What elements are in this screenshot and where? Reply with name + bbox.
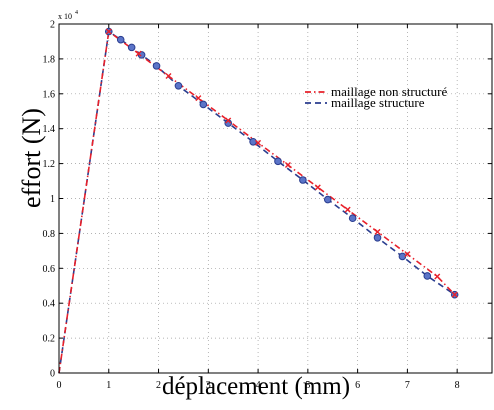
y-tick-label: 1.8 — [43, 54, 56, 65]
grid — [59, 23, 492, 373]
data-point-structure — [127, 43, 136, 52]
data-point-structure — [249, 137, 257, 146]
x-axis: 0 1 2 3 4 5 6 7 8 — [57, 24, 460, 391]
data-point-structure — [174, 81, 183, 90]
data-point-non-structure — [105, 28, 112, 35]
data-point-non-structure — [314, 184, 321, 191]
x-tick-label: 3 — [206, 380, 211, 391]
data-point-non-structure — [284, 162, 291, 168]
y-tick-label: 1.2 — [43, 159, 56, 170]
data-point-structure — [116, 35, 125, 44]
data-point-structure — [274, 157, 282, 166]
data-point-non-structure — [255, 139, 262, 146]
x-tick-label: 0 — [57, 380, 62, 391]
x-axis-label: déplacement (mm) — [162, 373, 350, 400]
y-tick-label: 0.8 — [43, 229, 56, 240]
y-tick-label: 0.6 — [43, 264, 56, 275]
x-tick-label: 7 — [405, 380, 410, 391]
series-line-1 — [58, 30, 456, 374]
y-tick-label: 1.4 — [43, 124, 56, 135]
x-tick-label: 4 — [256, 380, 261, 391]
data-point-structure — [299, 176, 307, 184]
y-tick-label: 1 — [50, 194, 55, 205]
data-point-non-structure — [165, 73, 172, 79]
data-point-non-structure — [404, 251, 411, 258]
legend-label-structure: maillage structure — [331, 95, 425, 110]
y-tick-label: 0.4 — [43, 299, 56, 310]
data-point-non-structure — [451, 291, 458, 298]
data-point-non-structure — [195, 95, 202, 102]
y-tick-label: 0.2 — [43, 334, 56, 345]
data-point-structure — [199, 100, 208, 109]
x-tick-label: 1 — [106, 380, 111, 391]
data-point-structure — [323, 195, 332, 204]
series-line-0 — [58, 30, 456, 374]
data-point-structure — [373, 233, 382, 242]
data-point-structure — [152, 62, 161, 70]
y-tick-label: 2 — [50, 20, 55, 31]
data-point-non-structure — [135, 50, 142, 57]
x-tick-label: 5 — [305, 380, 310, 391]
y-tick-label: 1.6 — [43, 89, 56, 100]
x-tick-label: 6 — [355, 380, 360, 391]
data-point-structure — [423, 272, 432, 280]
data-point-non-structure — [434, 273, 441, 280]
legend: maillage non structuré maillage structur… — [305, 84, 447, 110]
data-point-structure — [348, 214, 357, 223]
data-point-non-structure — [344, 206, 351, 213]
x-tick-label: 8 — [455, 380, 460, 391]
legend-label-non-structure: maillage non structuré — [331, 84, 447, 99]
x-tick-label: 2 — [156, 380, 161, 391]
data-point-non-structure — [225, 117, 232, 124]
y-axis: 0 0.2 0.4 0.6 0.8 1 1.2 1.4 1.6 1.8 2 — [43, 20, 492, 380]
y-exponent-label: x 10 — [58, 12, 72, 21]
y-tick-label: 0 — [50, 369, 55, 380]
y-axis-label: effort (N) — [17, 108, 46, 208]
y-exponent-power: 4 — [75, 10, 78, 16]
data-point-non-structure — [374, 228, 381, 235]
series-layer — [58, 27, 459, 374]
